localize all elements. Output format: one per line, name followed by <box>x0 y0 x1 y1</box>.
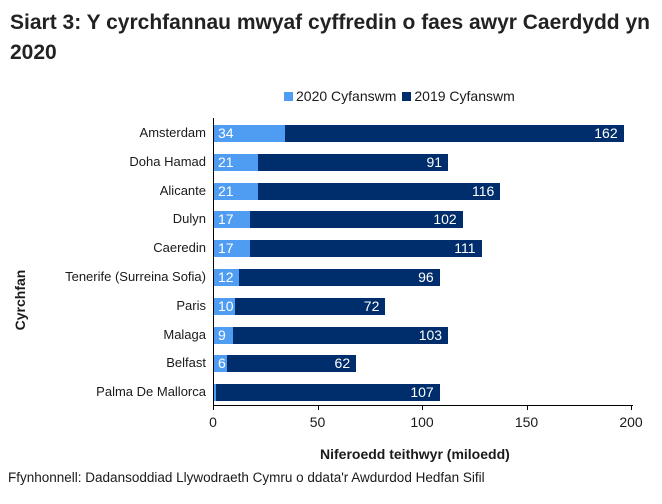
data-label: 102 <box>433 211 457 228</box>
bar-row: 6 62 <box>214 355 357 373</box>
bar-2019: 107 <box>216 384 440 402</box>
category-label: Paris <box>176 297 206 313</box>
legend-item-2020: 2020 Cyfanswm <box>284 88 396 104</box>
bar-2019: 102 <box>249 211 463 229</box>
data-label: 107 <box>410 384 434 401</box>
y-axis-line <box>213 118 214 406</box>
x-tick <box>213 405 214 410</box>
category-label: Malaga <box>163 326 206 342</box>
source-note: Ffynhonnell: Dadansoddiad Llywodraeth Cy… <box>8 470 485 485</box>
data-label: 10 <box>218 297 234 314</box>
bar-2019: 62 <box>226 355 357 373</box>
legend-item-2019: 2019 Cyfanswm <box>402 88 515 104</box>
bar-2020: 17 <box>214 240 250 258</box>
x-tick-label: 150 <box>514 414 539 430</box>
bar-2020: 9 <box>214 326 233 344</box>
bar-2019: 116 <box>257 182 501 200</box>
x-tick <box>317 405 319 410</box>
x-tick-label: 200 <box>619 414 643 430</box>
x-axis-line <box>213 405 633 406</box>
bar-2020: 21 <box>214 182 258 200</box>
x-tick-label: 50 <box>309 414 326 430</box>
data-label: 96 <box>418 269 434 285</box>
y-axis-title: Cyrchfan <box>12 269 28 331</box>
bar-row: 17 102 <box>214 211 463 229</box>
category-label: Palma De Mallorca <box>96 384 206 400</box>
x-tick-label: 0 <box>209 414 217 430</box>
bar-row: 21 91 <box>214 153 449 171</box>
data-label: 116 <box>471 182 495 199</box>
bar-2020: 21 <box>214 153 258 171</box>
bar-2020: 34 <box>214 125 286 142</box>
bar-2020: 17 <box>214 211 250 229</box>
data-label: 72 <box>363 297 380 314</box>
bar-2019: 162 <box>285 125 624 142</box>
bar-2019: 72 <box>234 297 386 315</box>
bar-2019: 103 <box>232 326 449 344</box>
bar-row: 17 111 <box>214 240 482 258</box>
bar-2020: 12 <box>214 269 240 286</box>
category-label: Dulyn <box>172 211 206 227</box>
x-tick <box>422 405 423 410</box>
data-label: 162 <box>594 125 618 141</box>
x-axis-title: Niferoedd teithwyr (miloedd) <box>320 446 510 462</box>
bar-row: 34 162 <box>214 125 624 142</box>
data-label: 12 <box>218 269 234 285</box>
bar-2019: 111 <box>249 240 482 258</box>
category-label: Alicante <box>159 182 206 198</box>
data-label: 111 <box>454 240 476 257</box>
data-label: 17 <box>218 211 234 228</box>
data-label: 6 <box>218 355 226 372</box>
legend-swatch-2019 <box>402 91 412 101</box>
chart-title: Siart 3: Y cyrchfannau mwyaf cyffredin o… <box>10 11 650 64</box>
category-label: Doha Hamad <box>129 153 206 169</box>
category-label: Belfast <box>166 355 206 371</box>
category-label: Caeredin <box>153 240 206 256</box>
bar-row: 12 96 <box>214 269 440 286</box>
x-tick <box>631 405 632 410</box>
category-label: Amsterdam <box>139 125 206 140</box>
bar-2020: 10 <box>214 297 235 315</box>
bar-row: 21 116 <box>214 182 501 200</box>
bar-2019: 91 <box>257 153 449 171</box>
legend: 2020 Cyfanswm 2019 Cyfanswm <box>284 88 517 104</box>
legend-label-2019: 2019 Cyfanswm <box>414 88 515 104</box>
legend-label-2020: 2020 Cyfanswm <box>296 88 397 104</box>
x-tick <box>526 405 528 410</box>
x-tick-label: 100 <box>410 414 434 430</box>
data-label: 9 <box>218 326 226 343</box>
bar-row: 9 103 <box>214 326 449 344</box>
legend-swatch-2020 <box>284 91 293 101</box>
data-label: 91 <box>426 153 443 170</box>
data-label: 62 <box>334 355 351 372</box>
bar-row: 10 72 <box>214 297 386 315</box>
category-label: Tenerife (Surreina Sofia) <box>65 269 206 284</box>
data-label: 21 <box>218 153 234 170</box>
data-label: 17 <box>218 240 234 257</box>
data-label: 34 <box>218 125 234 141</box>
bar-row: 1107 <box>214 384 440 402</box>
data-label: 21 <box>218 182 234 199</box>
bar-2020: 6 <box>214 355 227 373</box>
data-label: 103 <box>418 326 443 343</box>
bar-2019: 96 <box>239 269 440 286</box>
